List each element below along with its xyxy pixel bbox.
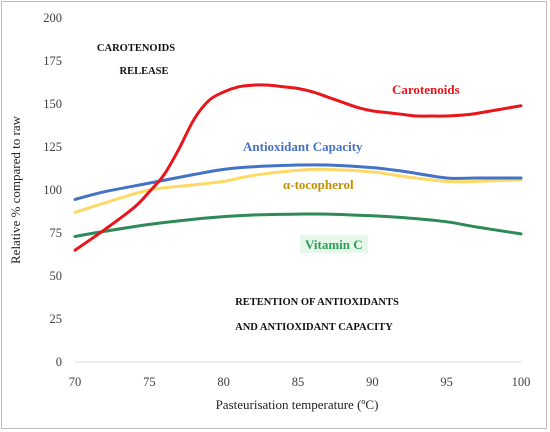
x-tick-label: 75 [143,375,156,389]
series-line-vitamin-c [73,212,523,238]
x-tick-label: 85 [292,375,305,389]
y-tick-label: 125 [43,140,62,154]
x-tick-label: 80 [217,375,230,389]
y-axis-ticks: 0 25 50 75 100 125 150 175 200 [43,11,62,369]
series-lines [73,83,523,252]
y-tick-label: 200 [43,11,62,25]
series-line-carotenoids [73,83,523,252]
annotation-retention-line1: RETENTION OF ANTIOXIDANTS [235,297,399,308]
annotation-carotenoids-release-line1: CAROTENOIDS [97,43,175,54]
x-axis-ticks: 70 75 80 85 90 95 100 [69,375,531,389]
y-tick-label: 75 [50,226,63,240]
y-tick-label: 0 [56,355,62,369]
y-axis-title: Relative % compared to raw [8,115,23,264]
x-tick-label: 70 [69,375,82,389]
series-line-antioxidant-capacity [73,163,523,201]
y-tick-label: 25 [50,312,63,326]
label-alpha-tocopherol: α-tocopherol [283,177,354,192]
y-tick-label: 175 [43,54,62,68]
x-tick-label: 90 [366,375,379,389]
y-tick-label: 150 [43,97,62,111]
y-tick-label: 100 [43,183,62,197]
label-antioxidant-capacity: Antioxidant Capacity [243,139,363,154]
x-tick-label: 95 [440,375,453,389]
annotation-retention-line2: AND ANTIOXIDANT CAPACITY [235,322,393,333]
label-vitamin-c: Vitamin C [305,237,363,252]
y-tick-label: 50 [50,269,63,283]
label-carotenoids: Carotenoids [392,82,460,97]
x-tick-label: 100 [512,375,531,389]
x-axis-title: Pasteurisation temperature (ºC) [216,397,379,412]
label-vitamin-c-highlight [300,235,368,253]
annotation-carotenoids-release-line2: RELEASE [119,66,168,77]
